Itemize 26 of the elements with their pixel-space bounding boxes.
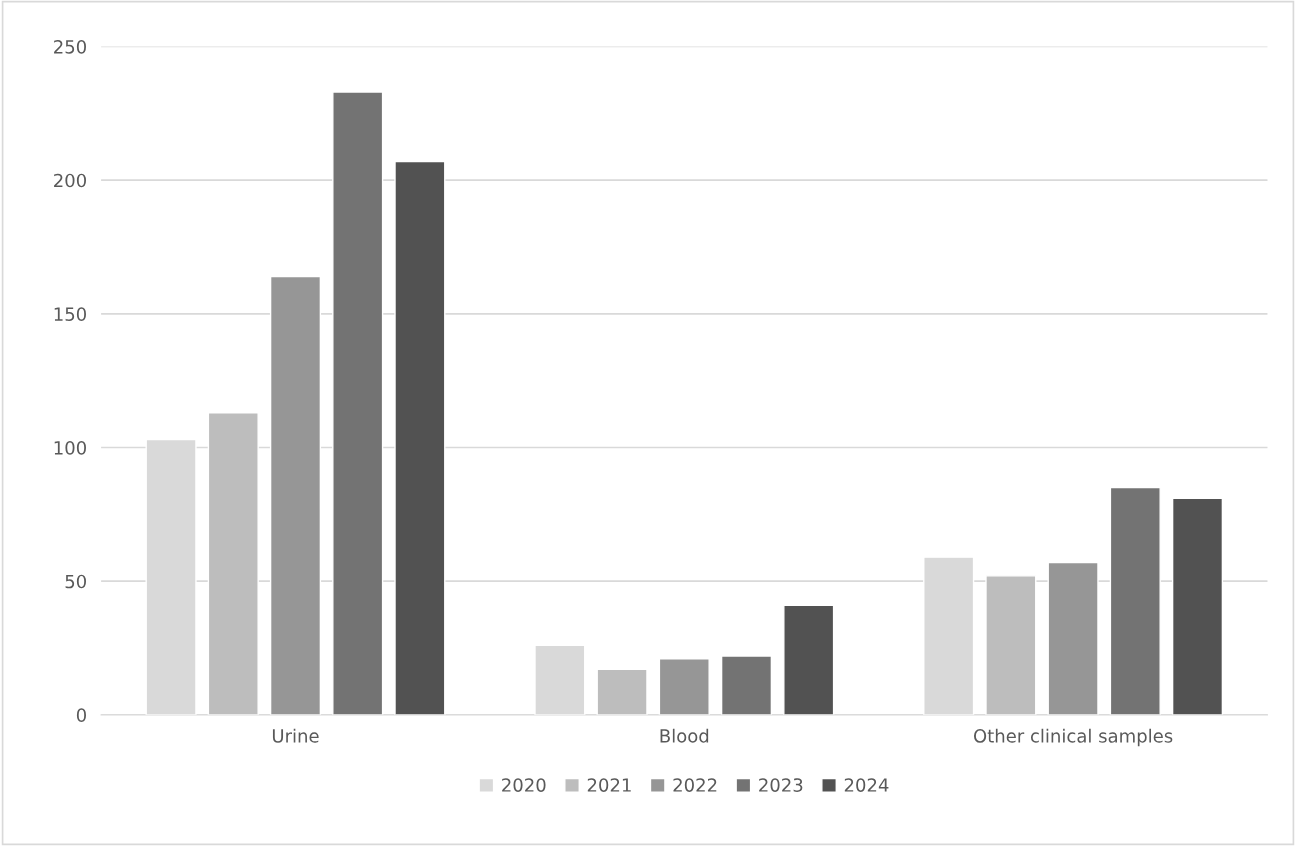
y-tick-label: 0 (76, 708, 86, 722)
y-tick-label: 250 (54, 39, 86, 54)
bar (1109, 486, 1161, 715)
bar (658, 658, 710, 715)
bar (783, 604, 835, 715)
bar (720, 655, 773, 715)
bar (269, 275, 322, 715)
y-tick-label: 150 (54, 307, 86, 321)
y-tick-label: 50 (65, 574, 86, 589)
legend-label: 2023 (759, 778, 803, 792)
bar (207, 412, 259, 715)
bar (985, 575, 1037, 715)
legend-label: 2022 (673, 778, 717, 792)
x-tick-label: Urine (272, 728, 319, 743)
bar (394, 160, 446, 715)
legend-label: 2020 (502, 778, 546, 792)
bar (1047, 561, 1099, 715)
bar (332, 91, 384, 715)
bar (1171, 497, 1224, 715)
legend-label: 2021 (587, 778, 631, 792)
x-tick-label: Other clinical samples (973, 728, 1173, 747)
legend-label: 2024 (844, 778, 889, 792)
y-tick-label: 200 (54, 173, 86, 188)
x-tick-label: Blood (660, 728, 709, 743)
bar (596, 668, 648, 715)
y-tick-label: 100 (54, 440, 86, 455)
